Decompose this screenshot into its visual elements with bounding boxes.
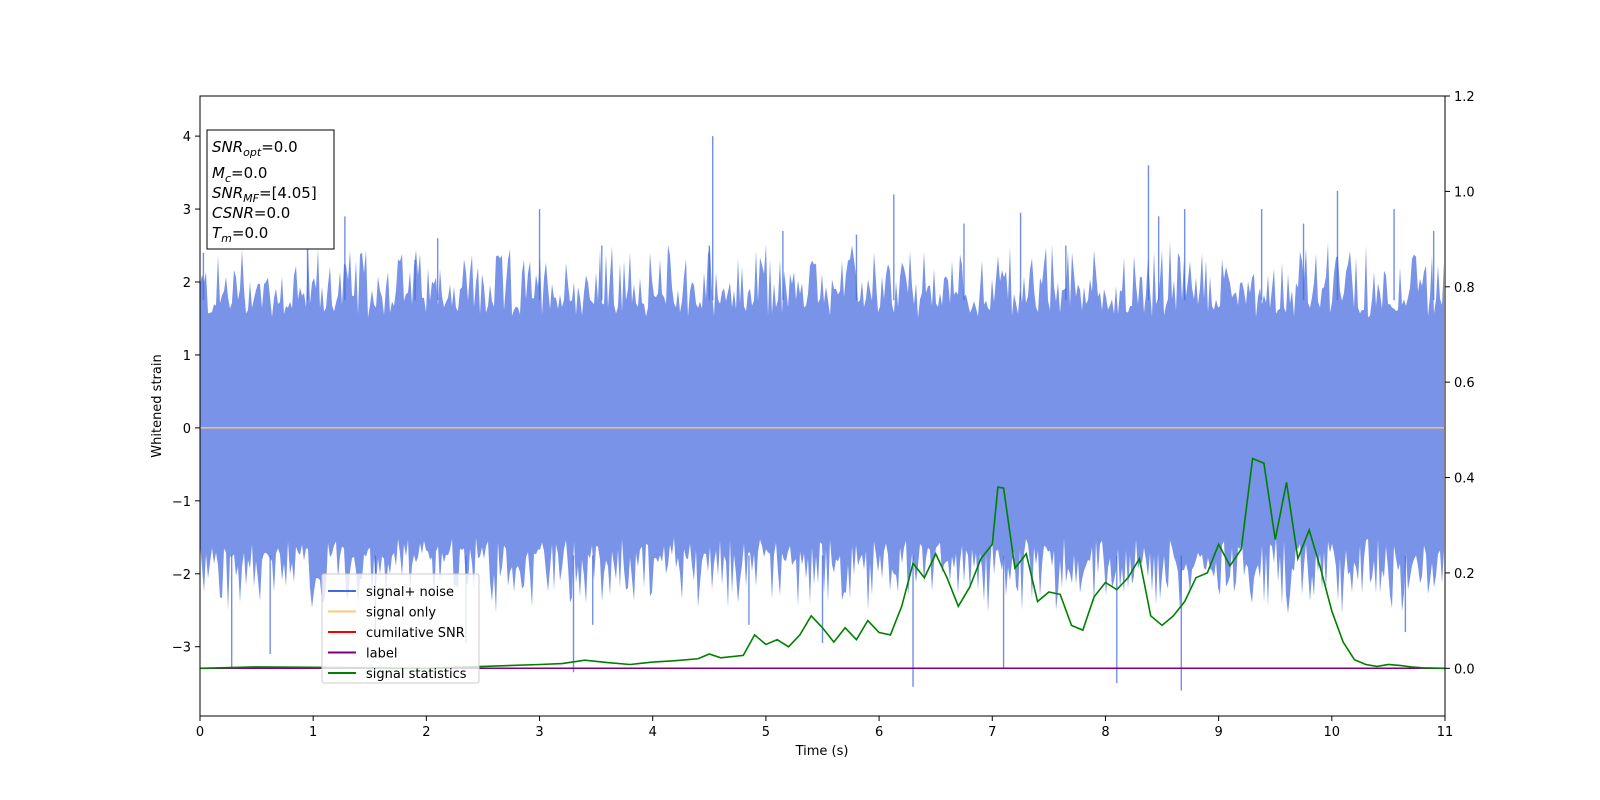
x-axis: 0 1 2 3 4 5 6 7 8 9 10 11	[196, 716, 1453, 740]
info-line-mc: Mc=0.0	[212, 164, 267, 185]
x-tick-label: 5	[762, 725, 770, 740]
x-axis-label: Time (s)	[795, 744, 849, 759]
x-tick-label: 2	[422, 725, 430, 740]
y2-tick-label: 1.0	[1454, 185, 1475, 200]
x-tick-label: 0	[196, 725, 204, 740]
y-tick-label: −1	[172, 495, 191, 510]
y2-tick-label: 1.2	[1454, 90, 1475, 105]
x-tick-label: 8	[1101, 725, 1109, 740]
info-line-tm: Tm=0.0	[212, 224, 268, 245]
y-tick-label: 1	[183, 349, 191, 364]
x-tick-label: 1	[309, 725, 317, 740]
y-axis-right: 0.0 0.2 0.4 0.6 0.8 1.0 1.2	[1445, 90, 1475, 677]
y2-tick-label: 0.6	[1454, 376, 1475, 391]
legend-entry: signal statistics	[366, 667, 467, 682]
x-tick-label: 9	[1214, 725, 1222, 740]
info-line-snr-mf: SNRMF=[4.05]	[212, 184, 317, 205]
y-tick-label: 4	[183, 130, 191, 145]
y-axis-left: −3 −2 −1 0 1 2 3 4	[172, 130, 200, 656]
x-tick-label: 7	[988, 725, 996, 740]
info-line-csnr: CSNR=0.0	[212, 204, 290, 222]
legend-entry: cumilative SNR	[366, 626, 465, 641]
legend-entry: signal only	[366, 606, 436, 621]
y2-tick-label: 0.8	[1454, 281, 1475, 296]
legend-frame	[321, 573, 480, 684]
info-box-frame	[206, 129, 335, 250]
info-line-snr-opt: SNRopt=0.0	[212, 138, 298, 159]
plot-frame	[199, 95, 1446, 717]
y2-tick-label: 0.4	[1454, 472, 1475, 487]
legend: signal+ noise signal only cumilative SNR la…	[321, 573, 480, 684]
x-tick-label: 11	[1437, 725, 1454, 740]
y2-tick-label: 0.2	[1454, 567, 1475, 582]
x-tick-label: 6	[875, 725, 883, 740]
x-tick-label: 3	[535, 725, 543, 740]
legend-entry: signal+ noise	[366, 585, 454, 600]
y-axis-label: Whitened strain	[150, 354, 165, 457]
y-tick-label: −2	[172, 568, 191, 583]
y2-tick-label: 0.0	[1454, 662, 1475, 677]
y-tick-label: −3	[172, 641, 191, 656]
x-tick-label: 4	[649, 725, 657, 740]
legend-entry: label	[366, 647, 397, 662]
y-tick-label: 0	[183, 422, 191, 437]
y-tick-label: 2	[183, 276, 191, 291]
info-box: SNRopt=0.0 Mc=0.0 SNRMF=[4.05] CSNR=0.0 …	[206, 129, 335, 250]
series-signal-noise-spikes	[202, 136, 1435, 691]
y-tick-label: 3	[183, 203, 191, 218]
series-signal-statistics	[200, 457, 1445, 670]
x-tick-label: 10	[1324, 725, 1341, 740]
